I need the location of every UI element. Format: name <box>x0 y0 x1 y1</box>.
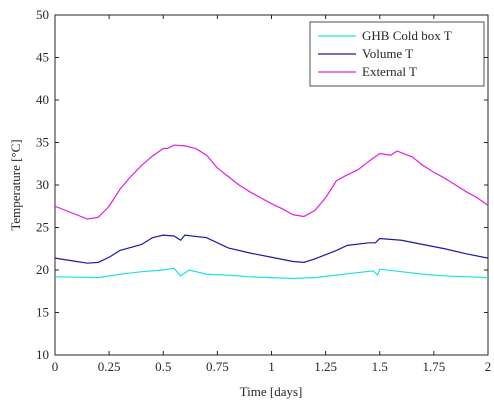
series-line <box>54 144 489 220</box>
x-tick-label: 0.25 <box>98 359 121 374</box>
x-tick-label: 0.5 <box>155 359 171 374</box>
x-tick-label: 1 <box>268 359 275 374</box>
x-axis-label: Time [days] <box>240 384 303 399</box>
x-tick-label: 1.25 <box>314 359 337 374</box>
x-tick-label: 0.75 <box>206 359 229 374</box>
y-tick-label: 25 <box>36 220 49 235</box>
y-tick-label: 20 <box>36 262 49 277</box>
legend-label: Volume T <box>362 46 413 61</box>
x-tick-label: 1.5 <box>372 359 388 374</box>
series-line <box>54 234 489 264</box>
legend-label: External T <box>362 64 417 79</box>
y-tick-label: 35 <box>36 135 49 150</box>
y-axis-label: Temperature [°C] <box>8 139 23 230</box>
y-tick-label: 50 <box>36 7 49 22</box>
y-tick-label: 15 <box>36 305 49 320</box>
x-tick-label: 2 <box>485 359 492 374</box>
y-tick-label: 45 <box>36 50 49 65</box>
legend-label: GHB Cold box T <box>362 28 452 43</box>
y-tick-label: 40 <box>36 92 49 107</box>
x-tick-label: 1.75 <box>423 359 446 374</box>
y-tick-label: 30 <box>36 177 49 192</box>
series-line <box>54 267 489 280</box>
x-tick-label: 0 <box>52 359 59 374</box>
y-tick-label: 10 <box>36 347 49 362</box>
